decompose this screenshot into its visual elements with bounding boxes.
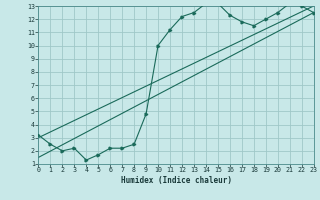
X-axis label: Humidex (Indice chaleur): Humidex (Indice chaleur)	[121, 176, 231, 185]
